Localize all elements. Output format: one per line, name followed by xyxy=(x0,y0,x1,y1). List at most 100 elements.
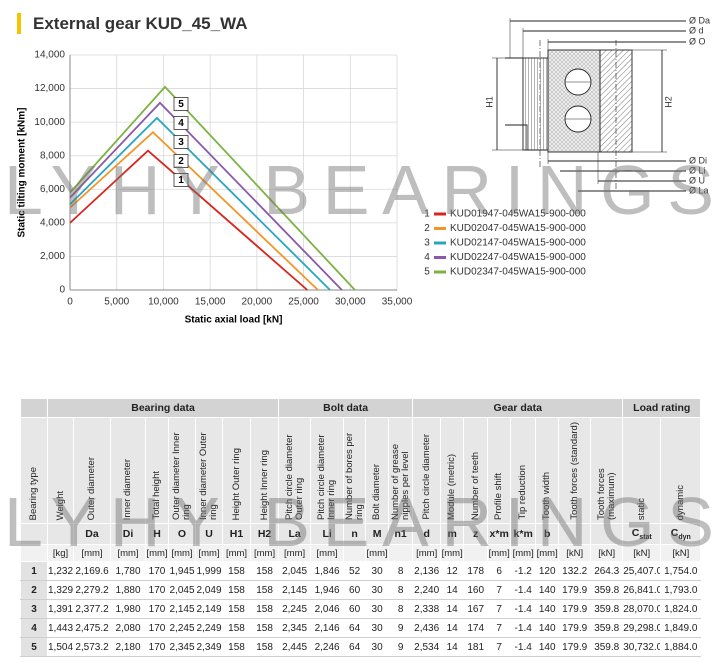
top-section: External gear KUD_45_WA 0 2,000 4,000 6,000… xyxy=(17,13,710,326)
data-cell: 158 xyxy=(249,618,280,638)
data-cell: 7 xyxy=(487,618,512,638)
data-cell: -1.4 xyxy=(510,580,537,600)
data-cell: 170 xyxy=(145,618,169,638)
data-cell: 64 xyxy=(343,618,367,638)
column-unit: [mm] xyxy=(145,544,169,562)
series-line xyxy=(69,116,331,291)
y-axis-title: Static tilting moment [kNm] xyxy=(17,107,28,237)
legend-label: KUD02047-045WA15-900-000 xyxy=(450,223,586,234)
data-cell: 2,146 xyxy=(310,618,345,638)
data-cell: 28,070.0 xyxy=(622,599,662,619)
data-cell: 2,245 xyxy=(168,618,196,638)
data-cell: 2,345 xyxy=(168,637,196,657)
data-cell: 160 xyxy=(463,580,489,600)
data-cell: 140 xyxy=(535,637,560,657)
data-cell: 2,080 xyxy=(110,618,146,638)
x-tick-label: 15,000 xyxy=(195,297,226,308)
column-unit: [mm] xyxy=(249,544,280,562)
data-cell: 359.8 xyxy=(590,618,624,638)
column-header-text: Number of bores per ring xyxy=(343,432,365,520)
column-header-text: Tip reduction xyxy=(517,465,529,520)
column-symbol: n xyxy=(343,523,367,545)
group-row: Bearing data Bolt data Gear data Load ratin… xyxy=(20,398,702,418)
column-header: Outer diameter xyxy=(73,417,111,524)
data-cell: 2,445 xyxy=(278,637,312,657)
data-cell: -1.4 xyxy=(510,637,537,657)
column-header: Module (metric) xyxy=(440,417,465,524)
data-cell: 2,240 xyxy=(412,580,442,600)
x-tick-label: 5,000 xyxy=(104,297,129,308)
data-cell: 158 xyxy=(222,637,251,657)
column-unit: [kN] xyxy=(590,544,624,562)
data-cell: 30 xyxy=(365,618,390,638)
data-cell: 14 xyxy=(440,618,465,638)
data-cell: -1.2 xyxy=(510,561,537,581)
column-header: Tip reduction xyxy=(510,417,537,524)
data-row: 5 1,504 2,573.2 2,180 170 2,345 2,349 158 158 2,4… xyxy=(20,637,702,657)
column-unit: [mm] xyxy=(365,544,390,562)
series-line xyxy=(69,149,308,291)
data-cell: 2,145 xyxy=(168,599,196,619)
x-tick-label: 30,000 xyxy=(335,297,366,308)
data-cell: 8 xyxy=(388,561,414,581)
series-number-box xyxy=(173,97,189,111)
dimension-label: Ø O xyxy=(689,36,706,46)
column-header-text: Profile shift xyxy=(493,473,505,520)
x-tick-label: 25,000 xyxy=(288,297,319,308)
data-cell: 2,180 xyxy=(110,637,146,657)
column-unit: [mm] xyxy=(440,544,465,562)
data-cell: 2,045 xyxy=(168,580,196,600)
data-cell: 158 xyxy=(222,618,251,638)
data-cell: 30,732.0 xyxy=(622,637,662,657)
data-cell: 158 xyxy=(249,561,280,581)
column-unit: [mm] xyxy=(535,544,560,562)
column-header: Pitch circle diameter Outer ring xyxy=(278,417,312,524)
legend-label: KUD01947-045WA15-900-000 xyxy=(450,209,586,220)
column-unit: [mm] xyxy=(222,544,251,562)
inner-ring xyxy=(547,49,601,153)
data-cell: 2,338 xyxy=(412,599,442,619)
data-cell: 2,049 xyxy=(195,580,223,600)
symbol-text: C xyxy=(670,526,679,539)
column-unit: [kN] xyxy=(558,544,592,562)
column-unit: [mm] xyxy=(412,544,442,562)
data-cell: 30 xyxy=(365,637,390,657)
data-cell: 9 xyxy=(388,637,414,657)
column-header: Number of grease nipples per level xyxy=(388,417,414,524)
data-cell: 181 xyxy=(463,637,489,657)
data-cell: 170 xyxy=(145,561,169,581)
data-cell: 1,504 xyxy=(47,637,74,657)
page-title: External gear KUD_45_WA xyxy=(33,14,247,33)
y-tick-label: 2,000 xyxy=(40,251,65,262)
data-cell: 158 xyxy=(249,599,280,619)
legend-label: KUD02147-045WA15-900-000 xyxy=(450,238,586,249)
y-tick-label: 0 xyxy=(59,285,65,296)
series-number-label: 3 xyxy=(178,137,184,148)
data-cell: 359.8 xyxy=(590,599,624,619)
series-number-box xyxy=(173,116,189,130)
data-cell: 2,145 xyxy=(278,580,312,600)
series-line xyxy=(69,101,343,291)
data-cell: 14 xyxy=(440,637,465,657)
column-header: Pitch circle diameter xyxy=(412,417,442,524)
data-cell: 170 xyxy=(145,599,169,619)
column-header-text: dynamic xyxy=(674,484,686,520)
chart: 0 2,000 4,000 6,000 8,000 10,000 12,000 14,000 0… xyxy=(17,50,587,326)
legend-number: 4 xyxy=(424,252,430,263)
column-header-text: Number of grease nipples per level xyxy=(389,443,411,520)
column-symbol: Cstat xyxy=(622,523,662,545)
column-symbol: b xyxy=(535,523,560,545)
column-header-text: static xyxy=(635,497,647,520)
data-cell: 140 xyxy=(535,580,560,600)
column-header: Weight xyxy=(47,417,74,524)
series-line xyxy=(69,85,356,291)
row-label: 4 xyxy=(20,618,48,638)
column-unit: [mm] xyxy=(195,544,223,562)
row-label: 5 xyxy=(20,637,48,657)
series-number-label: 4 xyxy=(178,118,184,129)
column-symbol xyxy=(20,523,48,545)
data-cell: 170 xyxy=(145,580,169,600)
column-unit: [kg] xyxy=(47,544,74,562)
